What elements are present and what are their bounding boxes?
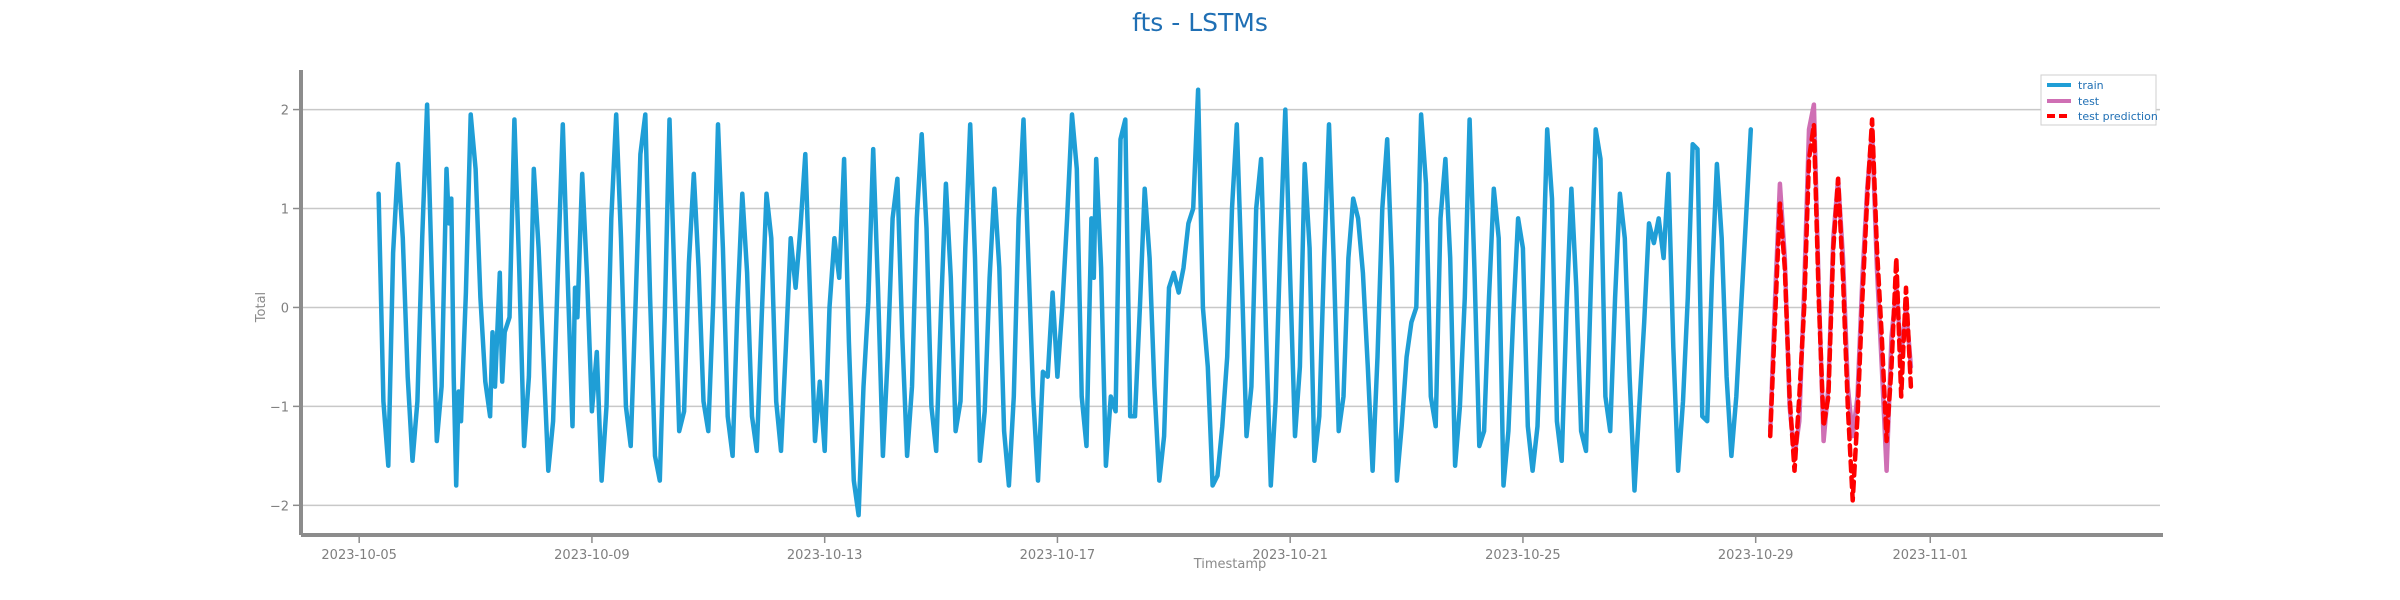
y-tick-labels: −2 −1 0 1 2 xyxy=(270,104,301,514)
x-tick-label: 2023-10-17 xyxy=(1020,548,1096,563)
x-tick-label: 2023-11-01 xyxy=(1892,548,1968,563)
x-tick-label: 2023-10-13 xyxy=(787,548,863,563)
x-tick-label: 2023-10-29 xyxy=(1718,548,1794,563)
series-line-train xyxy=(376,87,1754,518)
legend: train test test prediction xyxy=(2040,74,2158,126)
x-tick-labels: 2023-10-05 2023-10-09 2023-10-13 2023-10-17… xyxy=(321,535,1968,563)
x-tick-label: 2023-10-09 xyxy=(554,548,630,563)
chart-title: fts - LSTMs xyxy=(1132,8,1268,37)
legend-label-test: test xyxy=(2078,95,2100,108)
series-line-test-prediction xyxy=(1767,117,1914,503)
y-axis-label: Total xyxy=(254,292,269,323)
y-tick-label: 0 xyxy=(281,301,289,316)
x-axis-label: Timestamp xyxy=(1193,557,1267,572)
x-tick-label: 2023-10-25 xyxy=(1485,548,1561,563)
legend-label-train: train xyxy=(2078,79,2104,92)
y-tick-label: −2 xyxy=(270,499,289,514)
y-tick-label: −1 xyxy=(270,400,289,415)
x-tick-label: 2023-10-21 xyxy=(1252,548,1328,563)
series-layer xyxy=(376,87,1914,518)
y-tick-label: 1 xyxy=(281,203,289,218)
x-tick-label: 2023-10-05 xyxy=(321,548,397,563)
legend-label-test-prediction: test prediction xyxy=(2078,110,2158,123)
series-line-test xyxy=(1767,102,1914,473)
y-tick-label: 2 xyxy=(281,104,289,119)
